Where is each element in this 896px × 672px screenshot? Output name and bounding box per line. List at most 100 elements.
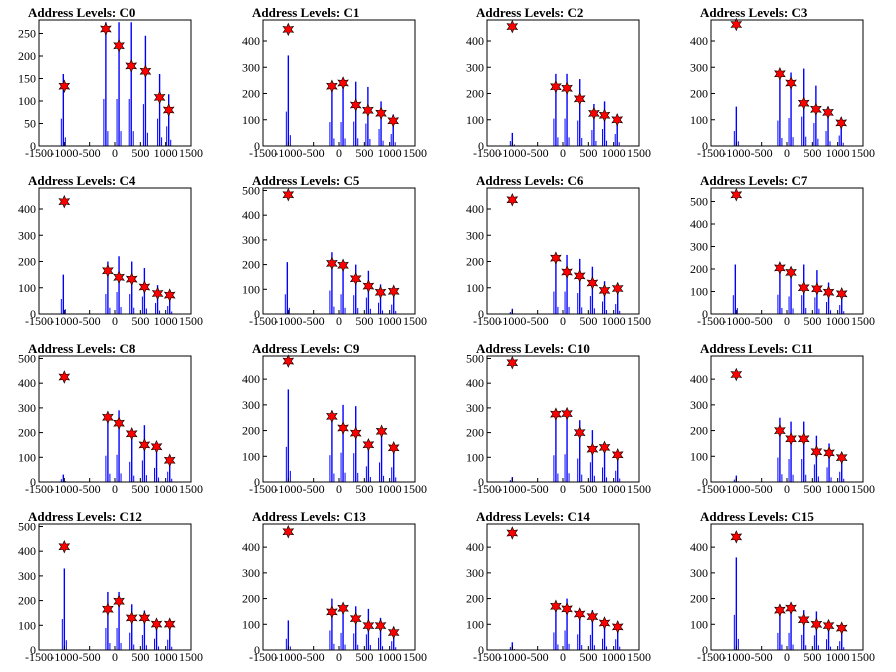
- peak-marker: [810, 617, 823, 632]
- peak-marker: [150, 617, 163, 631]
- x-tick-label: -1500: [249, 146, 277, 160]
- x-tick-label: -500: [527, 482, 549, 496]
- y-tick-label: 400: [242, 34, 260, 48]
- peak-marker: [586, 442, 599, 456]
- y-tick-label: 0: [478, 139, 484, 153]
- peak-marker: [550, 599, 562, 614]
- panel-c5: Address Levels: C50100200300400500-1500-…: [242, 173, 427, 328]
- peak-marker: [58, 370, 71, 384]
- y-tick-label: 100: [690, 449, 708, 463]
- peak-marker: [611, 281, 624, 296]
- peak-marker: [797, 96, 810, 110]
- panel-c12: Address Levels: C12 0 100 200 300 400 500 -1500…: [18, 509, 203, 664]
- y-tick-label: 500: [690, 195, 708, 209]
- peak-marker: [113, 416, 125, 430]
- y-tick-label: 300: [466, 401, 484, 415]
- x-tick-label: -1000: [498, 650, 526, 664]
- peak-marker: [785, 601, 797, 615]
- x-tick-label: 1500: [851, 146, 875, 160]
- x-tick-label: -1500: [473, 650, 501, 664]
- x-tick-label: -500: [751, 650, 773, 664]
- x-tick-label: -1500: [25, 482, 53, 496]
- peak-marker: [139, 64, 152, 79]
- y-tick-label: 500: [242, 183, 260, 197]
- peak-marker: [573, 92, 586, 106]
- peak-marker: [375, 106, 387, 120]
- y-tick-label: 300: [466, 566, 484, 580]
- y-tick-label: 100: [466, 113, 484, 127]
- x-tick-label: 0: [336, 650, 342, 664]
- y-tick-label: 0: [254, 139, 260, 153]
- y-tick-label: 0: [30, 475, 36, 489]
- x-tick-label: 1000: [826, 650, 850, 664]
- x-tick-label: 0: [112, 314, 118, 328]
- peak-marker: [835, 621, 848, 635]
- x-tick-label: -1500: [249, 650, 277, 664]
- peak-marker: [774, 67, 786, 81]
- panel-c10: Address Levels: C10 0 100 200 300 400 500 -1500…: [466, 341, 651, 496]
- y-tick-label: 300: [690, 60, 708, 74]
- y-tick-label: 300: [242, 60, 260, 74]
- peak-marker: [598, 616, 611, 630]
- x-tick-label: 0: [112, 650, 118, 664]
- y-tick-label: 300: [18, 401, 36, 415]
- x-tick-label: -1000: [50, 314, 78, 328]
- y-tick-label: 200: [690, 262, 708, 276]
- y-tick-label: 100: [242, 282, 260, 296]
- x-tick-label: 1000: [154, 650, 178, 664]
- x-tick-label: -1500: [249, 314, 277, 328]
- peak-marker: [337, 258, 349, 273]
- y-tick-label: 200: [18, 426, 36, 440]
- axes-frame: [486, 187, 640, 315]
- x-tick-label: -500: [751, 314, 773, 328]
- axes-frame: [38, 523, 192, 651]
- peak-marker: [730, 530, 743, 544]
- peak-marker: [797, 612, 810, 627]
- peak-marker: [150, 439, 163, 454]
- peak-marker: [823, 446, 835, 460]
- x-tick-label: 0: [784, 314, 790, 328]
- y-tick-label: 100: [466, 617, 484, 631]
- panel-title: Address Levels: C4: [28, 173, 136, 188]
- peak-marker: [730, 188, 743, 202]
- peak-marker: [337, 601, 349, 616]
- y-tick-label: 0: [254, 475, 260, 489]
- axes-frame: [486, 355, 640, 483]
- peak-marker: [588, 106, 600, 121]
- x-tick-label: 500: [803, 482, 821, 496]
- peak-marker: [506, 526, 519, 540]
- y-tick-label: 0: [30, 139, 36, 153]
- peak-marker: [835, 450, 848, 465]
- y-tick-label: 100: [242, 449, 260, 463]
- x-tick-label: 500: [131, 314, 149, 328]
- x-tick-label: 0: [336, 482, 342, 496]
- x-tick-label: -1000: [498, 314, 526, 328]
- y-tick-label: 50: [24, 117, 36, 131]
- x-tick-label: -1000: [50, 650, 78, 664]
- x-tick-label: -500: [527, 650, 549, 664]
- peak-marker: [337, 421, 349, 435]
- x-tick-label: 0: [560, 650, 566, 664]
- x-tick-label: -1000: [274, 146, 302, 160]
- peak-marker: [362, 618, 375, 633]
- peak-marker: [153, 90, 166, 105]
- y-tick-label: 300: [690, 566, 708, 580]
- x-tick-label: -500: [79, 146, 101, 160]
- y-tick-label: 100: [18, 618, 36, 632]
- panel-c14: Address Levels: C14 0 100 200 300 400 -1500-10…: [466, 509, 651, 664]
- x-tick-label: -1500: [25, 146, 53, 160]
- x-tick-label: -1500: [249, 482, 277, 496]
- peak-marker: [822, 105, 834, 120]
- y-tick-label: 400: [466, 34, 484, 48]
- y-tick-label: 0: [702, 643, 708, 657]
- x-tick-label: 1500: [851, 650, 875, 664]
- peak-marker: [822, 285, 835, 299]
- peak-marker: [550, 79, 562, 94]
- peak-marker: [774, 423, 786, 438]
- peak-marker: [326, 605, 338, 619]
- x-tick-label: 500: [803, 650, 821, 664]
- x-tick-label: 1000: [602, 314, 626, 328]
- x-tick-label: 500: [579, 314, 597, 328]
- y-tick-label: 100: [690, 285, 708, 299]
